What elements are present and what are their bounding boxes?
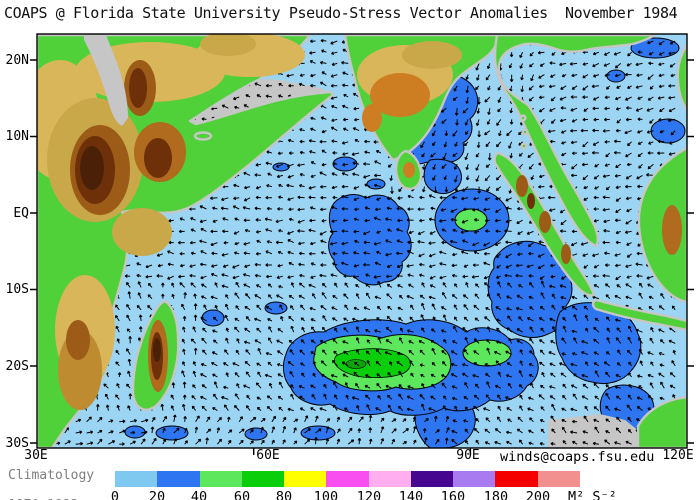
- colorbar-segment: [284, 471, 327, 487]
- colorbar-segment: [199, 471, 242, 487]
- lat-label-20n: 20N: [5, 53, 29, 68]
- vietnam-coast-strip: [676, 42, 687, 112]
- nicobar-island: [520, 142, 528, 150]
- landmasses: [37, 34, 687, 448]
- map-frame: [30, 33, 694, 455]
- colorbar-tick-200: 200: [525, 489, 551, 500]
- climatology-note: Climatology 1970—1992: [8, 468, 94, 500]
- colorbar-tick-140: 140: [398, 489, 424, 500]
- indochina-malay-land: [493, 34, 657, 248]
- java-island: [591, 298, 687, 332]
- colorbar-tick-180: 180: [483, 489, 509, 500]
- andaman-island: [519, 114, 527, 122]
- lat-label-10n: 10N: [5, 129, 29, 144]
- colorbar-tick-40: 40: [190, 489, 208, 500]
- lon-label-120e: 120E: [662, 448, 694, 463]
- colorbar-segment: [537, 471, 580, 487]
- colorbar-segment: [368, 471, 411, 487]
- contact-email: winds@coaps.fsu.edu: [500, 449, 655, 465]
- colorbar-segment: [495, 471, 538, 487]
- lon-label-60e: 60E: [256, 448, 280, 463]
- andaman-island: [521, 128, 529, 136]
- climatology-line1: Climatology: [8, 468, 95, 483]
- australia-land: [636, 395, 687, 448]
- colorbar-segment: [453, 471, 496, 487]
- colorbar-segment: [115, 471, 158, 487]
- colorbar-segment: [157, 471, 200, 487]
- lat-label-10s: 10S: [5, 282, 29, 297]
- lon-label-30e: 30E: [24, 448, 48, 463]
- colorbar-segment: [410, 471, 454, 487]
- lat-label-30s: 30S: [5, 436, 29, 451]
- plot-title: COAPS @ Florida State University Pseudo-…: [4, 4, 678, 22]
- colorbar: [115, 471, 580, 487]
- socotra-island: [193, 131, 213, 141]
- colorbar-segment: [326, 471, 369, 487]
- climatology-line2: 1970—1992: [8, 498, 78, 500]
- colorbar-tick-0: 0: [110, 489, 120, 500]
- lat-label-eq: EQ: [13, 206, 29, 221]
- colorbar-tick-60: 60: [233, 489, 251, 500]
- lat-label-20s: 20S: [5, 359, 29, 374]
- colorbar-tick-120: 120: [356, 489, 382, 500]
- colorbar-tick-80: 80: [275, 489, 293, 500]
- colorbar-tick-100: 100: [313, 489, 339, 500]
- colorbar-segment: [241, 471, 285, 487]
- colorbar-tick-160: 160: [440, 489, 466, 500]
- colorbar-units: M² S⁻²: [568, 489, 617, 500]
- lon-label-90e: 90E: [456, 448, 480, 463]
- red-sea-gray: [84, 35, 128, 126]
- sw-australia-gray: [548, 414, 640, 448]
- colorbar-tick-20: 20: [148, 489, 166, 500]
